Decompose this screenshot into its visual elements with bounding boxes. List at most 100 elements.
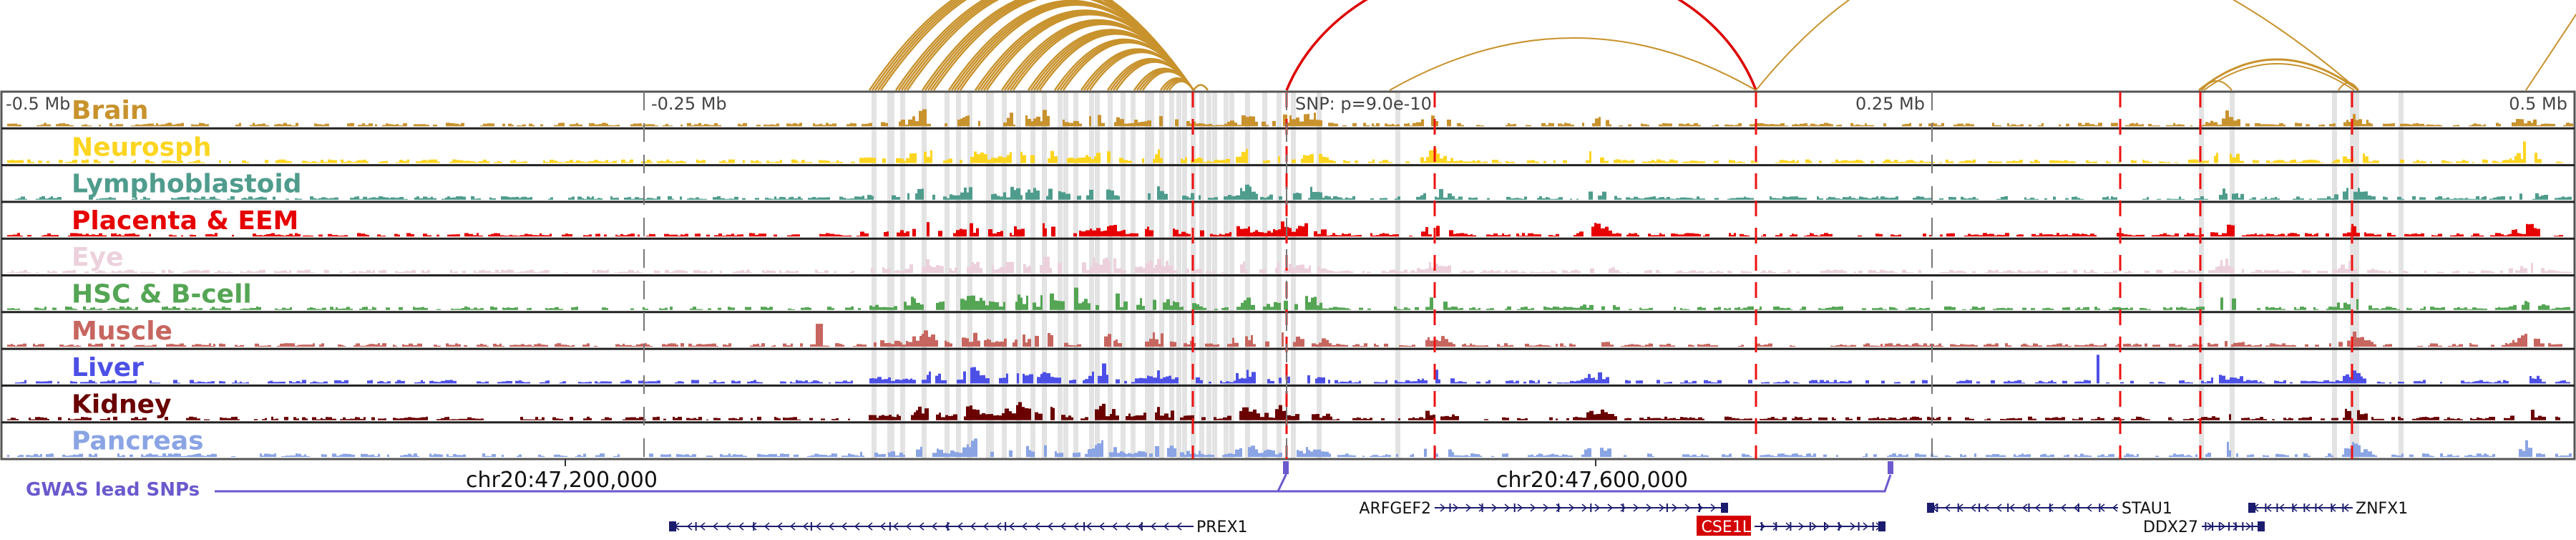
signal-bar: [502, 381, 506, 384]
signal-bar: [340, 271, 342, 274]
signal-bar: [1718, 307, 1721, 310]
signal-bar: [1872, 270, 1876, 274]
signal-bar: [980, 375, 982, 384]
signal-bar: [1976, 198, 1979, 200]
signal-bar: [1424, 160, 1426, 163]
signal-bar: [818, 272, 822, 274]
signal-bar: [445, 380, 449, 384]
signal-bar: [172, 235, 177, 237]
signal-bar: [134, 271, 137, 274]
signal-bar: [1631, 344, 1634, 347]
signal-bar: [132, 233, 135, 237]
signal-bar: [212, 307, 215, 310]
signal-bar: [1205, 162, 1207, 163]
signal-bar: [1963, 344, 1967, 347]
signal-bar: [798, 162, 801, 163]
signal-bar: [1179, 307, 1181, 310]
signal-bar: [982, 375, 985, 384]
signal-bar: [1911, 381, 1913, 384]
signal-bar: [1966, 123, 1970, 127]
signal-bar: [567, 344, 570, 347]
signal-bar: [1340, 381, 1344, 384]
signal-bar: [338, 309, 342, 310]
signal-bar: [452, 234, 456, 237]
signal-bar: [902, 344, 906, 347]
signal-bar: [1433, 414, 1435, 420]
signal-bar: [2130, 380, 2134, 384]
signal-bar: [683, 455, 685, 457]
signal-bar: [728, 418, 732, 420]
signal-bar: [328, 198, 330, 200]
signal-bar: [213, 234, 215, 237]
signal-bar: [881, 122, 885, 127]
signal-bar: [645, 381, 648, 384]
signal-bar: [469, 233, 471, 237]
signal-bar: [1074, 287, 1078, 310]
signal-bar: [522, 161, 525, 163]
signal-bar: [2066, 307, 2070, 310]
signal-bar: [205, 124, 209, 127]
signal-bar: [2085, 307, 2089, 310]
signal-bar: [112, 270, 114, 274]
signal-bar: [2270, 307, 2275, 310]
signal-bar: [2364, 340, 2368, 347]
signal-bar: [1317, 377, 1321, 384]
signal-bar: [1420, 269, 1423, 274]
signal-bar: [1003, 192, 1006, 200]
signal-bar: [1885, 343, 1888, 347]
signal-bar: [1085, 230, 1090, 237]
signal-bar: [1644, 197, 1647, 200]
signal-bar: [1928, 198, 1931, 200]
signal-bar: [2170, 235, 2175, 237]
signal-bar: [74, 382, 77, 384]
signal-bar: [1012, 235, 1014, 237]
signal-bar: [162, 160, 164, 163]
signal-bar: [1337, 455, 1340, 457]
signal-bar: [1082, 262, 1086, 274]
signal-bar: [1848, 160, 1852, 163]
signal-bar: [118, 381, 122, 384]
signal-bar: [1292, 267, 1296, 274]
signal-bar: [1031, 451, 1035, 457]
signal-bar: [368, 309, 372, 310]
signal-bar: [1278, 229, 1281, 237]
signal-bar: [74, 345, 77, 347]
signal-bar: [2003, 271, 2007, 274]
signal-bar: [577, 196, 582, 200]
signal-bar: [2141, 234, 2145, 237]
signal-bar: [2264, 270, 2268, 274]
signal-bar: [1078, 158, 1083, 163]
signal-bar: [231, 455, 235, 457]
signal-bar: [1581, 379, 1584, 384]
signal-bar: [955, 267, 957, 274]
signal-bar: [1929, 235, 1931, 237]
signal-bar: [1326, 157, 1329, 163]
signal-bar: [1455, 160, 1460, 163]
signal-bar: [580, 161, 584, 163]
signal-bar: [436, 309, 441, 310]
signal-bar: [480, 308, 484, 310]
signal-bar: [289, 233, 293, 237]
signal-bar: [1109, 225, 1113, 237]
signal-bar: [397, 380, 401, 384]
signal-bar: [242, 160, 246, 163]
signal-bar: [2265, 307, 2268, 310]
signal-bar: [399, 125, 403, 127]
signal-bar: [1953, 197, 1956, 200]
signal-bar: [689, 455, 692, 457]
signal-bar: [2343, 156, 2347, 163]
signal-bar: [1000, 231, 1003, 237]
signal-bar: [322, 307, 326, 310]
signal-bar: [663, 161, 666, 163]
signal-bar: [1996, 198, 2001, 200]
signal-bar: [1743, 307, 1747, 310]
signal-bar: [1999, 161, 2002, 163]
signal-bar: [2291, 418, 2293, 420]
signal-bar: [152, 344, 157, 347]
signal-bar: [1648, 233, 1651, 237]
signal-bar: [2452, 344, 2456, 347]
signal-bar: [2100, 418, 2104, 420]
signal-bar: [99, 233, 102, 237]
signal-bar: [2323, 271, 2328, 274]
signal-bar: [94, 159, 98, 163]
